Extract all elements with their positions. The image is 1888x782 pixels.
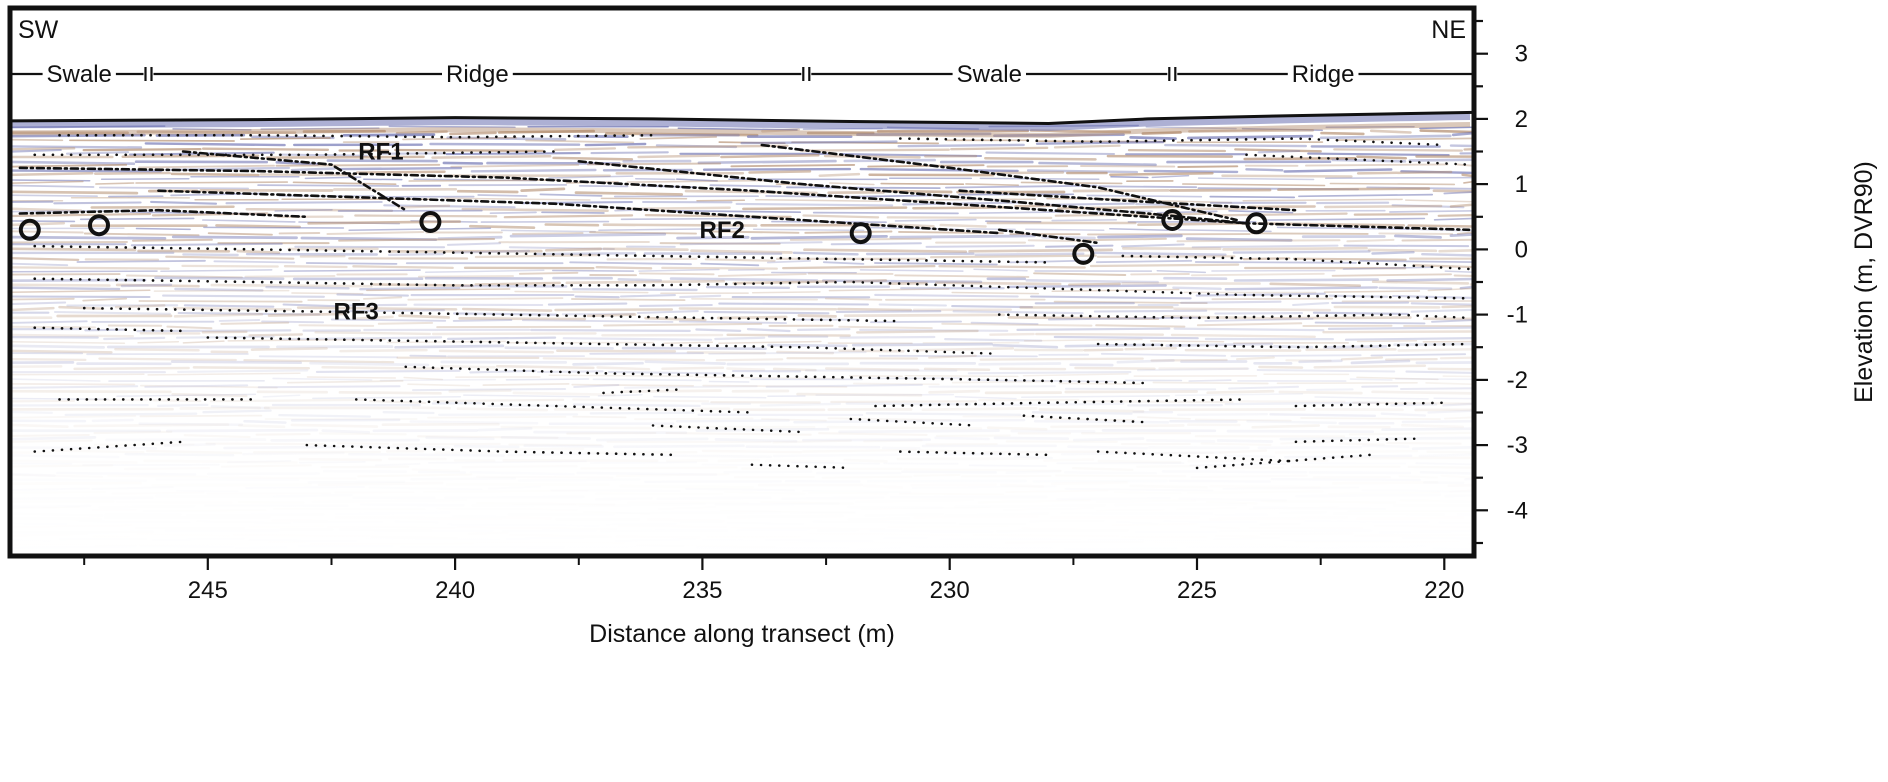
reflectors-layer	[18, 133, 1471, 470]
marker-circle	[18, 218, 41, 241]
sky-mask	[10, 8, 1474, 124]
dotted-reflector	[997, 313, 1471, 320]
x-tick-label: 245	[188, 577, 228, 604]
dotted-reflector	[874, 398, 1248, 408]
radargram-fade	[10, 124, 1474, 556]
dotted-reflector	[1121, 254, 1471, 271]
direction-label-right: NE	[1431, 16, 1466, 44]
radar-facies-label: RF2	[700, 217, 745, 244]
dashed-reflector	[958, 189, 1298, 212]
dotted-reflector	[602, 388, 680, 395]
zone-label: Swale	[957, 61, 1022, 88]
x-tick-label: 220	[1424, 577, 1464, 604]
dashed-reflector	[157, 189, 1001, 235]
y-axis: 3 2 1 0 -1 -2 -3 -4	[1474, 19, 1528, 545]
dotted-reflector	[33, 277, 1471, 300]
surface-layer	[10, 110, 1474, 126]
y-tick-label: -2	[1507, 367, 1528, 394]
dotted-reflector	[1195, 453, 1372, 470]
x-tick-label: 230	[930, 577, 970, 604]
x-axis-title: Distance along transect (m)	[589, 620, 895, 648]
markers-layer	[18, 209, 1268, 265]
radar-facies-label: RF1	[358, 139, 403, 166]
dotted-reflector	[750, 463, 853, 470]
zone-label: Ridge	[446, 61, 509, 88]
x-axis: 245 240 235 230 225 220	[83, 556, 1464, 604]
y-axis-title: Elevation (m, DVR90)	[1850, 161, 1878, 403]
y-tick-label: -1	[1507, 302, 1528, 329]
dashed-reflector	[18, 208, 309, 219]
radar-facies-label: RF3	[334, 298, 379, 325]
marker-circle	[1161, 209, 1184, 231]
direction-label-left: SW	[18, 16, 59, 44]
marker-circle	[849, 222, 872, 245]
zone-label: Ridge	[1292, 61, 1355, 88]
y-tick-label: -4	[1507, 497, 1528, 524]
plot-area: Swale Ridge Swale Ridge RF1 RF2 RF3 SW NE	[7, 5, 1477, 559]
zone-label: Swale	[47, 61, 112, 88]
dotted-reflector	[898, 137, 1446, 147]
marker-circle	[1245, 212, 1268, 235]
y-tick-label: 1	[1515, 171, 1528, 198]
y-tick-label: 3	[1515, 41, 1528, 68]
surface-line	[10, 110, 1474, 126]
dashed-reflector	[577, 160, 1248, 225]
dotted-reflector	[33, 150, 556, 157]
x-tick-label: 235	[682, 577, 722, 604]
radar-facies-labels: RF1 RF2 RF3	[334, 139, 745, 326]
marker-circle	[1072, 242, 1095, 265]
dashed-reflector	[181, 150, 408, 212]
marker-circle	[419, 211, 442, 233]
dashed-reflector	[997, 228, 1100, 245]
zones-layer: Swale Ridge Swale Ridge	[10, 61, 1474, 88]
x-tick-label: 240	[435, 577, 475, 604]
dotted-reflector	[1096, 450, 1298, 463]
y-tick-label: 0	[1515, 236, 1528, 263]
dotted-reflector	[33, 244, 1050, 264]
dotted-reflector	[58, 133, 655, 139]
y-tick-label: -3	[1507, 432, 1528, 459]
dotted-reflector	[898, 450, 1050, 457]
y-tick-label: 2	[1515, 106, 1528, 133]
x-tick-label: 225	[1177, 577, 1217, 604]
marker-circle	[88, 214, 110, 237]
